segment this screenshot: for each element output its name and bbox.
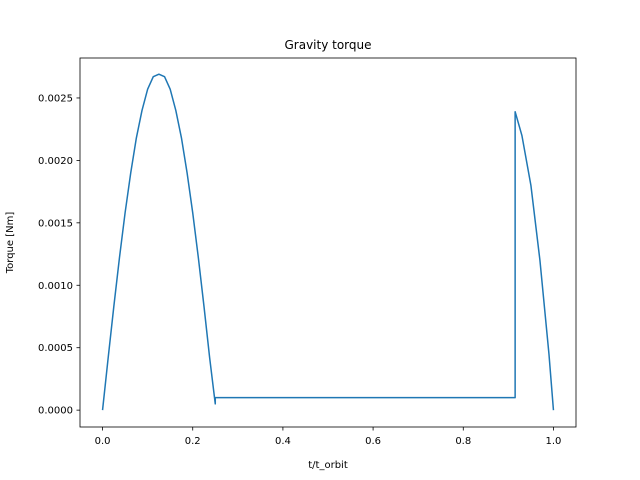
- y-tick-label: 0.0005: [38, 343, 73, 354]
- x-tick-label: 0.0: [95, 436, 111, 447]
- x-tick-label: 0.4: [275, 436, 291, 447]
- torque-series-line: [101, 73, 555, 411]
- y-tick-label: 0.0010: [38, 281, 73, 292]
- y-tick-label: 0.0025: [38, 93, 73, 104]
- y-axis-label: Torque [Nm]: [5, 212, 16, 275]
- x-tick-label: 0.8: [455, 436, 471, 447]
- chart-title: Gravity torque: [284, 38, 371, 52]
- x-tick-label: 0.2: [185, 436, 201, 447]
- axes-frame: [79, 57, 577, 428]
- x-tick-label: 0.6: [365, 436, 381, 447]
- plot-area: [101, 73, 555, 411]
- y-axis-ticks: 0.0000 0.0005 0.0010 0.0015 0.0020 0.0025: [38, 93, 80, 417]
- x-axis-ticks: 0.0 0.2 0.4 0.6 0.8 1.0: [95, 427, 562, 447]
- y-tick-label: 0.0000: [38, 406, 73, 417]
- x-tick-label: 1.0: [546, 436, 562, 447]
- y-tick-label: 0.0020: [38, 156, 73, 167]
- y-tick-label: 0.0015: [38, 218, 73, 229]
- x-axis-label: t/t_orbit: [308, 460, 348, 471]
